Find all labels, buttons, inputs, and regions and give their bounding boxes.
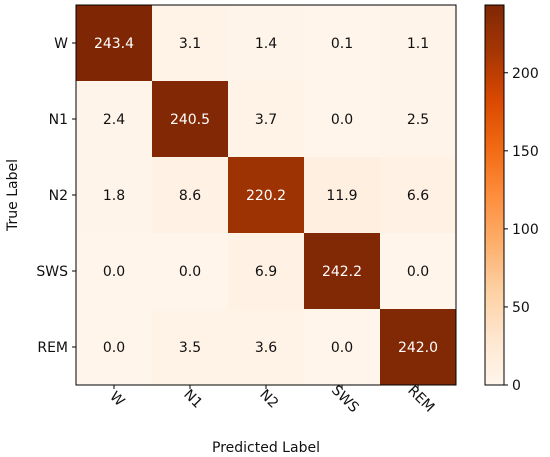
cell-value-label: 3.1: [179, 36, 201, 52]
colorbar-ticks: 0 50 100 150 200: [504, 66, 539, 394]
cell-value-label: 0.0: [179, 264, 201, 280]
colorbar-tick-label: 50: [512, 300, 530, 316]
cell-value-label: 0.0: [103, 264, 125, 280]
heatmap-cell: [152, 309, 228, 385]
cell-value-label: 3.5: [179, 340, 201, 356]
cell-value-label: 1.8: [103, 188, 125, 204]
cell-value-label: 3.7: [255, 112, 277, 128]
cell-value-label: 220.2: [246, 188, 286, 204]
cell-value-label: 0.0: [407, 264, 429, 280]
y-axis-ticks: W N1 N2 SWS REM: [36, 36, 76, 356]
y-tick-label: N2: [49, 188, 68, 204]
heatmap-cell: [228, 157, 304, 233]
colorbar-tick-label: 0: [512, 378, 521, 394]
y-axis-label: True Label: [5, 159, 21, 232]
colorbar: [484, 4, 505, 386]
heatmap-cell: [380, 81, 456, 157]
colorbar-tick-label: 200: [512, 66, 539, 82]
x-tick-label: N2: [256, 387, 281, 412]
colorbar-tick-label: 150: [512, 144, 539, 160]
heatmap-cell: [228, 81, 304, 157]
cell-value-label: 1.4: [255, 36, 277, 52]
heatmap-cell: [380, 157, 456, 233]
heatmap-cell: [380, 309, 456, 385]
heatmap-cell: [228, 5, 304, 81]
heatmap-cell: [152, 81, 228, 157]
heatmap-cell-labels: 243.4 3.1 1.4 0.1 1.1 2.4 240.5 3.7 0.0 2.5 1.8 8.6…: [94, 36, 438, 356]
heatmap-cell: [380, 5, 456, 81]
cell-value-label: 3.6: [255, 340, 277, 356]
cell-value-label: 0.1: [331, 36, 353, 52]
heatmap-cell: [152, 5, 228, 81]
cell-value-label: 242.2: [322, 264, 362, 280]
colorbar-tick-label: 100: [512, 222, 539, 238]
heatmap-cell: [152, 157, 228, 233]
cell-value-label: 0.0: [331, 340, 353, 356]
cell-value-label: 2.5: [407, 112, 429, 128]
cell-value-label: 243.4: [94, 36, 134, 52]
heatmap-cell: [228, 309, 304, 385]
heatmap-cell: [380, 233, 456, 309]
cell-value-label: 8.6: [179, 188, 201, 204]
y-tick-label: W: [54, 36, 68, 52]
x-tick-label: REM: [404, 383, 437, 416]
heatmap-cell: [304, 309, 380, 385]
heatmap-cell: [228, 233, 304, 309]
heatmap-cell: [304, 233, 380, 309]
x-axis-label: Predicted Label: [212, 440, 320, 456]
cell-value-label: 1.1: [407, 36, 429, 52]
x-tick-label: W: [106, 389, 127, 410]
cell-value-label: 240.5: [170, 112, 210, 128]
heatmap-cell: [304, 81, 380, 157]
heatmap-cell: [76, 81, 152, 157]
x-tick-label: N1: [180, 387, 205, 412]
cell-value-label: 6.9: [255, 264, 277, 280]
heatmap-cell: [304, 5, 380, 81]
cell-value-label: 0.0: [103, 340, 125, 356]
cell-value-label: 242.0: [398, 340, 438, 356]
x-axis-ticks: W N1 N2 SWS REM: [106, 382, 437, 416]
cell-value-label: 11.9: [326, 188, 357, 204]
heatmap-cell: [152, 233, 228, 309]
y-tick-label: SWS: [36, 264, 68, 280]
cell-value-label: 2.4: [103, 112, 125, 128]
y-tick-label: N1: [49, 112, 68, 128]
cell-value-label: 0.0: [331, 112, 353, 128]
y-tick-label: REM: [37, 340, 68, 356]
heatmap-cell: [76, 157, 152, 233]
heatmap-cells: [76, 5, 456, 385]
heatmap-cell: [76, 5, 152, 81]
x-tick-label: SWS: [328, 382, 362, 416]
cell-value-label: 6.6: [407, 188, 429, 204]
heatmap-cell: [76, 309, 152, 385]
heatmap-cell: [76, 233, 152, 309]
heatmap-cell: [304, 157, 380, 233]
